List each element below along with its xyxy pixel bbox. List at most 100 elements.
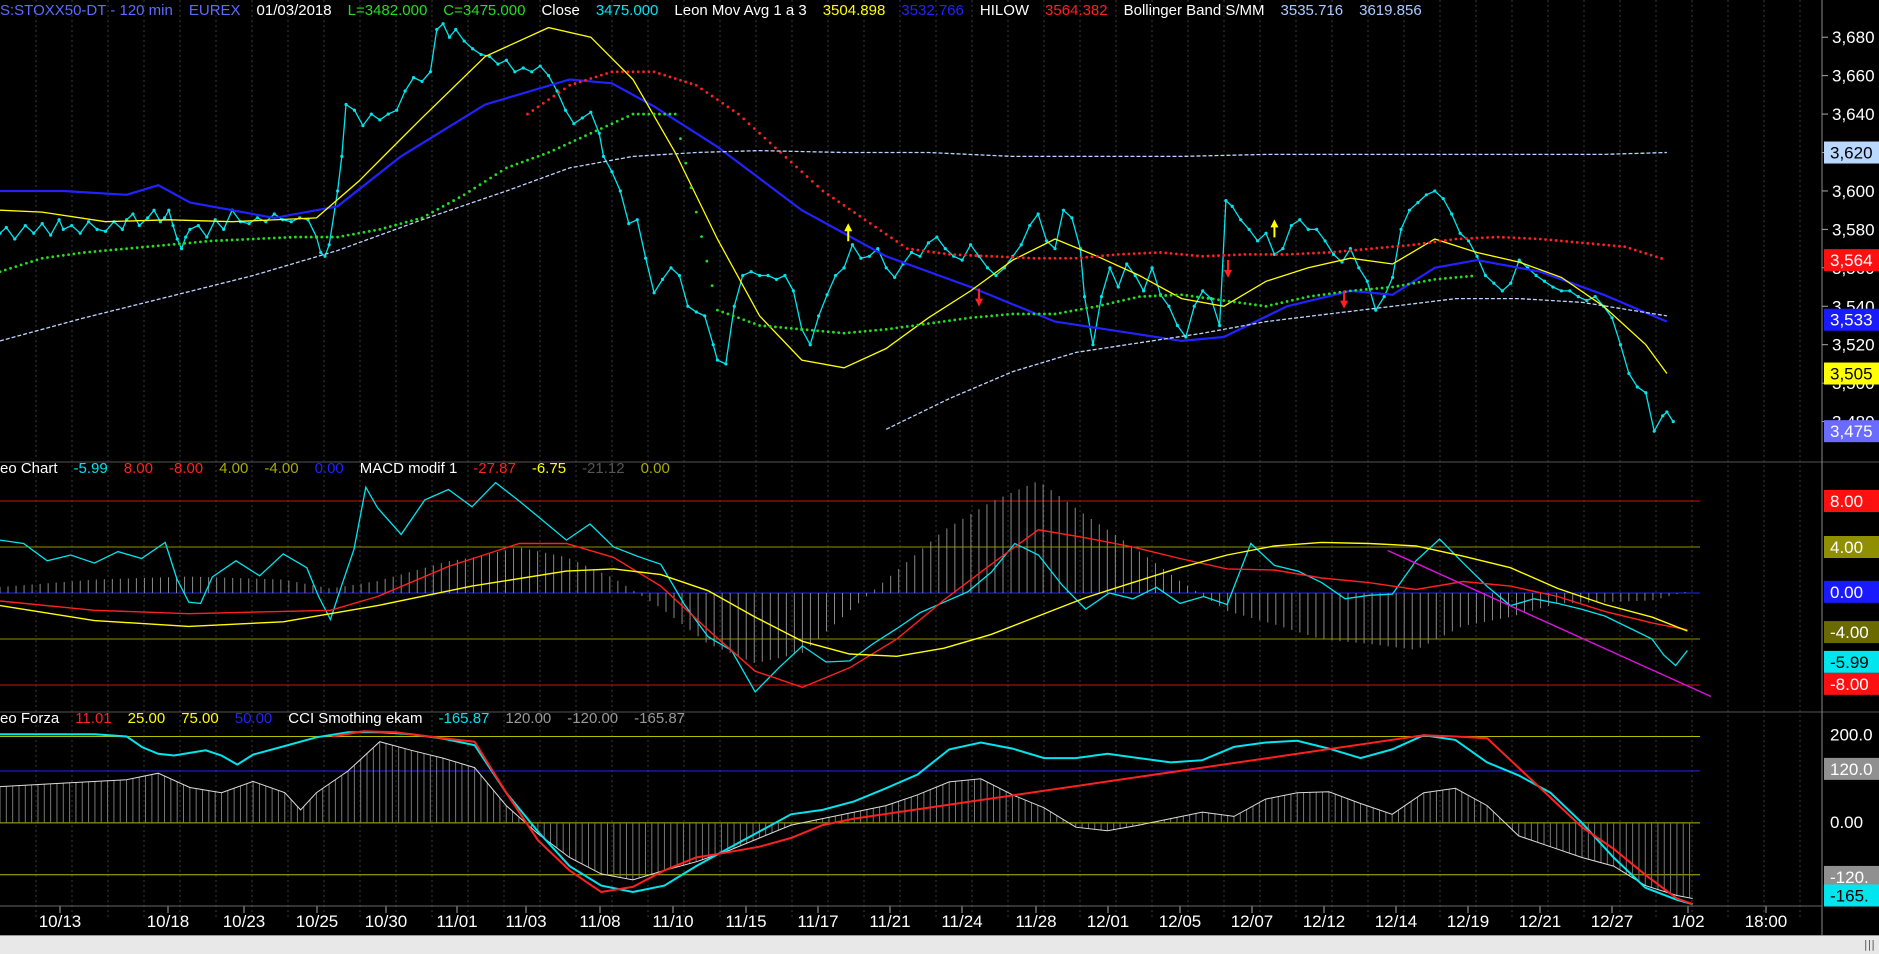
value-tag-label: 0.00: [1830, 813, 1863, 832]
price-tick-label: 3,640: [1832, 105, 1875, 124]
hilow-red-dot: [1206, 254, 1210, 258]
hilow-red-dot: [726, 105, 730, 109]
hilow-red-dot: [1354, 248, 1358, 252]
close-point: [618, 189, 622, 193]
hilow-green-dot: [700, 235, 703, 238]
scroll-grip-icon[interactable]: |||: [1863, 938, 1875, 951]
hilow-red-dot: [1085, 255, 1089, 259]
hilow-green-dot: [1037, 312, 1041, 316]
hilow-green-dot: [1338, 290, 1342, 294]
hilow-green-dot: [130, 246, 134, 250]
hilow-red-dot: [1254, 252, 1257, 256]
close-point: [175, 237, 179, 241]
header-item: eo Forza: [0, 710, 60, 727]
close-point: [644, 256, 648, 260]
hilow-green-dot: [51, 255, 55, 259]
close-point: [601, 154, 606, 158]
close-point: [1125, 262, 1129, 266]
value-tag-label: -5.99: [1830, 653, 1869, 672]
header-item: 50.00: [235, 710, 273, 727]
header-item: 8.00: [124, 460, 153, 477]
hilow-red-dot: [795, 165, 798, 169]
hilow-green-dot: [1322, 293, 1326, 296]
hilow-green-dot: [499, 169, 503, 173]
time-tick-label: 10/18: [147, 912, 190, 931]
close-point: [361, 124, 365, 128]
close-point: [1450, 212, 1454, 216]
hilow-green-dot: [1438, 277, 1442, 281]
hilow-green-dot: [526, 158, 529, 162]
close-point: [1264, 231, 1268, 235]
hilow-red-dot: [1443, 239, 1447, 242]
hilow-red-dot: [752, 127, 756, 130]
hilow-red-dot: [1465, 237, 1468, 240]
hilow-green-dot: [668, 112, 672, 116]
hilow-red-dot: [1549, 238, 1553, 242]
close-point: [1610, 316, 1614, 320]
hilow-red-dot: [900, 243, 904, 247]
svg-text:eo Chart-5.998.00-8.004.00-4.0: eo Chart -5.99 8.00 -8.00 4.00 -4.00 0.00 MACD …: [0, 460, 670, 477]
hilow-red-dot: [1639, 250, 1642, 254]
hilow-red-dot: [1486, 236, 1489, 239]
close-point: [152, 208, 156, 212]
time-tick-label: 12/27: [1591, 912, 1634, 931]
hilow-green-dot: [14, 265, 18, 269]
hilow-green-dot: [35, 258, 39, 262]
hilow-green-dot: [1180, 293, 1183, 297]
hilow-green-dot: [283, 236, 287, 239]
hilow-green-dot: [88, 250, 92, 254]
hilow-green-dot: [974, 315, 978, 319]
close-point: [1108, 266, 1112, 270]
bollinger-line: [0, 149, 1667, 342]
hilow-red-dot: [605, 72, 609, 75]
horizontal-scrollbar[interactable]: |||: [0, 935, 1879, 954]
close-point: [32, 231, 36, 235]
close-point: [420, 79, 424, 84]
hilow-green-dot: [183, 241, 187, 245]
close-point: [1150, 266, 1154, 270]
close-point: [1255, 239, 1260, 243]
hilow-red-dot: [1159, 251, 1162, 254]
value-tag-label: 4.00: [1830, 538, 1863, 557]
hilow-green-dot: [837, 331, 841, 335]
hilow-red-dot: [1591, 242, 1595, 246]
header-item: 75.00: [181, 710, 219, 727]
hilow-green-dot: [199, 240, 202, 244]
hilow-green-dot: [1459, 275, 1463, 279]
price-tick-label: 3,600: [1832, 182, 1875, 201]
hilow-red-dot: [874, 225, 878, 229]
hilow-red-dot: [1227, 253, 1231, 257]
hilow-red-dot: [1222, 253, 1226, 257]
close-point: [703, 314, 707, 318]
close-point: [1542, 279, 1547, 283]
hilow-green-dot: [911, 324, 914, 328]
hilow-green-dot: [278, 236, 281, 240]
header-item: 0.00: [641, 460, 670, 477]
hilow-red-dot: [642, 70, 645, 74]
hilow-red-dot: [879, 229, 883, 232]
hilow-green-dot: [441, 204, 445, 208]
close-point: [23, 223, 27, 228]
close-point: [158, 220, 162, 224]
close-point: [1407, 208, 1412, 212]
hilow-red-dot: [932, 250, 936, 254]
hilow-red-dot: [552, 94, 556, 98]
close-point: [686, 304, 690, 308]
hilow-green-dot: [1449, 276, 1453, 280]
hilow-red-dot: [1633, 248, 1637, 252]
hilow-red-dot: [647, 70, 651, 74]
hilow-red-dot: [1148, 251, 1152, 255]
value-tag: [1824, 420, 1879, 443]
hilow-red-dot: [1169, 252, 1173, 255]
value-tag-label: 8.00: [1830, 492, 1863, 511]
hilow-red-dot: [668, 75, 672, 79]
close-point: [386, 112, 390, 116]
close-point: [222, 227, 226, 231]
hilow-green-dot: [352, 232, 355, 236]
hilow-green-dot: [1196, 295, 1199, 299]
hilow-green-dot: [1385, 286, 1389, 289]
close-point: [504, 58, 508, 62]
hilow-green-dot: [214, 239, 218, 243]
time-tick-label: 11/15: [725, 912, 766, 931]
